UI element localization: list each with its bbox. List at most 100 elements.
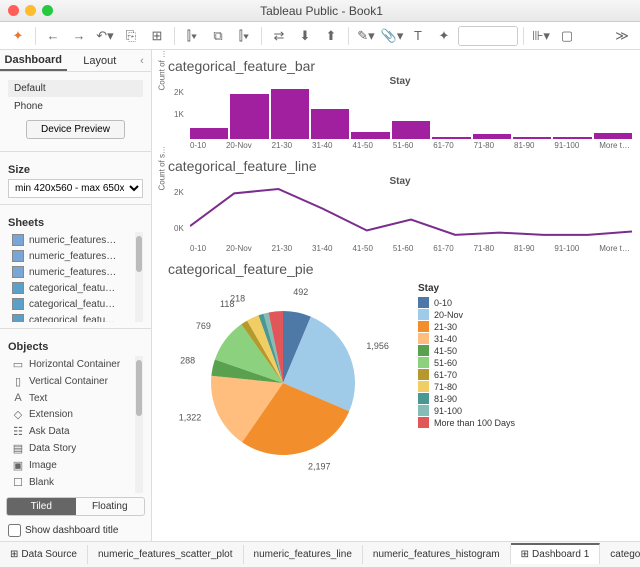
bar[interactable] [230,94,268,139]
back-button[interactable]: ← [41,25,65,47]
sheet-item[interactable]: categorical_featu… [8,312,143,322]
text-icon[interactable]: T [406,25,430,47]
object-item[interactable]: ▭Horizontal Container [8,356,143,373]
minimize-icon[interactable] [25,5,36,16]
tab-label: Data Source [21,549,77,560]
sheet-item[interactable]: categorical_featu… [8,296,143,312]
highlight-icon[interactable]: ✎▾ [354,25,378,47]
fit-dropdown[interactable] [458,26,518,46]
bar[interactable] [594,133,632,139]
sheet-tab[interactable]: ⊞Dashboard 1 [511,543,601,564]
swap-icon[interactable]: ⇄ [267,25,291,47]
legend-item[interactable]: 61-70 [418,369,515,380]
new-worksheet-icon[interactable]: ⫿▾ [180,25,204,47]
undo-button[interactable]: ↶▾ [93,25,117,47]
attach-icon[interactable]: 📎▾ [380,25,404,47]
object-item[interactable]: ▣Image [8,457,143,474]
legend-item[interactable]: 21-30 [418,321,515,332]
legend-item[interactable]: 31-40 [418,333,515,344]
bar[interactable] [513,137,551,139]
scrollbar[interactable] [135,356,143,493]
pie-legend: Stay 0-1020-Nov21-3031-4041-5051-6061-70… [418,283,515,429]
tableau-logo-icon[interactable]: ✦ [6,25,30,47]
bar[interactable] [392,121,430,139]
sheet-label: categorical_featu… [29,299,115,310]
sheet-item[interactable]: numeric_features… [8,232,143,248]
bar[interactable] [311,109,349,139]
device-preview-button[interactable]: Device Preview [26,120,125,139]
pie-value-label: 769 [196,321,211,331]
forward-button[interactable]: → [67,25,91,47]
bar-chart-title: categorical_feature_bar [168,58,632,74]
bar[interactable] [432,137,470,139]
new-sheet-button[interactable]: ⊞ [145,25,169,47]
object-label: Blank [29,477,54,488]
collapse-sidebar-icon[interactable]: ‹ [133,50,151,71]
legend-item[interactable]: 20-Nov [418,309,515,320]
objects-list: ▭Horizontal Container▯Vertical Container… [8,356,143,493]
tab-label: numeric_features_scatter_plot [98,549,233,560]
legend-item[interactable]: 0-10 [418,297,515,308]
object-item[interactable]: ⬚Workflow [8,491,143,493]
object-item[interactable]: AText [8,390,143,406]
phone-device[interactable]: Phone [8,99,143,114]
sheet-item[interactable]: numeric_features… [8,248,143,264]
bar[interactable] [271,89,309,139]
legend-item[interactable]: 71-80 [418,381,515,392]
floating-button[interactable]: Floating [76,498,145,515]
close-icon[interactable] [8,5,19,16]
pie-chart[interactable]: 4921,9562,1971,322288769118218 Stay 0-10… [168,283,632,483]
sheet-tab[interactable]: numeric_features_scatter_plot [88,545,244,564]
line-path[interactable] [190,189,632,235]
legend-label: More than 100 Days [434,418,515,428]
clear-icon[interactable]: ⫿▾ [232,25,256,47]
bar-series-label: Stay [168,76,632,87]
bar[interactable] [553,137,591,139]
bar-chart[interactable]: Stay Count of … 2K 1K 0-1020-Nov21-3031-… [168,76,632,150]
save-button[interactable]: ⎘ [119,25,143,47]
object-item[interactable]: ☷Ask Data [8,423,143,440]
sheet-tab[interactable]: ⊞Data Source [0,545,88,564]
bar[interactable] [351,132,389,139]
maximize-icon[interactable] [42,5,53,16]
sheet-tab[interactable]: catego… [600,545,640,564]
sheet-tab[interactable]: numeric_features_histogram [363,545,511,564]
legend-item[interactable]: 91-100 [418,405,515,416]
size-select[interactable]: min 420x560 - max 650x8… [8,179,143,198]
object-item[interactable]: ☐Blank [8,474,143,491]
legend-item[interactable]: 81-90 [418,393,515,404]
x-tick: 31-40 [312,141,332,150]
tiled-button[interactable]: Tiled [7,498,76,515]
legend-item[interactable]: 51-60 [418,357,515,368]
duplicate-icon[interactable]: ⧉ [206,25,230,47]
tab-layout[interactable]: Layout [67,50,134,71]
line-chart[interactable]: Stay Count of s… 2K 0K 0-1020-Nov21-3031… [168,176,632,253]
legend-swatch [418,417,429,428]
show-me-icon[interactable]: ⊪▾ [529,25,553,47]
bottom-tabs: ⊞Data Source numeric_features_scatter_plo… [0,541,640,567]
bar-y-label: Count of … [158,50,167,90]
sheet-item[interactable]: categorical_featu… [8,280,143,296]
overflow-icon[interactable]: ≫ [610,25,634,47]
default-device[interactable]: Default [8,80,143,97]
sheet-tab[interactable]: numeric_features_line [244,545,363,564]
object-item[interactable]: ▯Vertical Container [8,373,143,390]
legend-item[interactable]: More than 100 Days [418,417,515,428]
bar[interactable] [190,128,228,139]
object-item[interactable]: ◇Extension [8,406,143,423]
legend-swatch [418,309,429,320]
sort-desc-icon[interactable]: ⬆ [319,25,343,47]
presentation-icon[interactable]: ▢ [555,25,579,47]
show-title-checkbox[interactable] [8,524,21,537]
x-tick: 61-70 [433,141,453,150]
fit-icon[interactable]: ✦ [432,25,456,47]
object-item[interactable]: ▤Data Story [8,440,143,457]
sheet-item[interactable]: numeric_features… [8,264,143,280]
object-label: Text [29,393,47,404]
scrollbar[interactable] [135,232,143,322]
sort-asc-icon[interactable]: ⬇ [293,25,317,47]
legend-item[interactable]: 41-50 [418,345,515,356]
tab-dashboard[interactable]: Dashboard [0,50,67,71]
bar[interactable] [473,134,511,139]
line-chart-title: categorical_feature_line [168,158,632,174]
